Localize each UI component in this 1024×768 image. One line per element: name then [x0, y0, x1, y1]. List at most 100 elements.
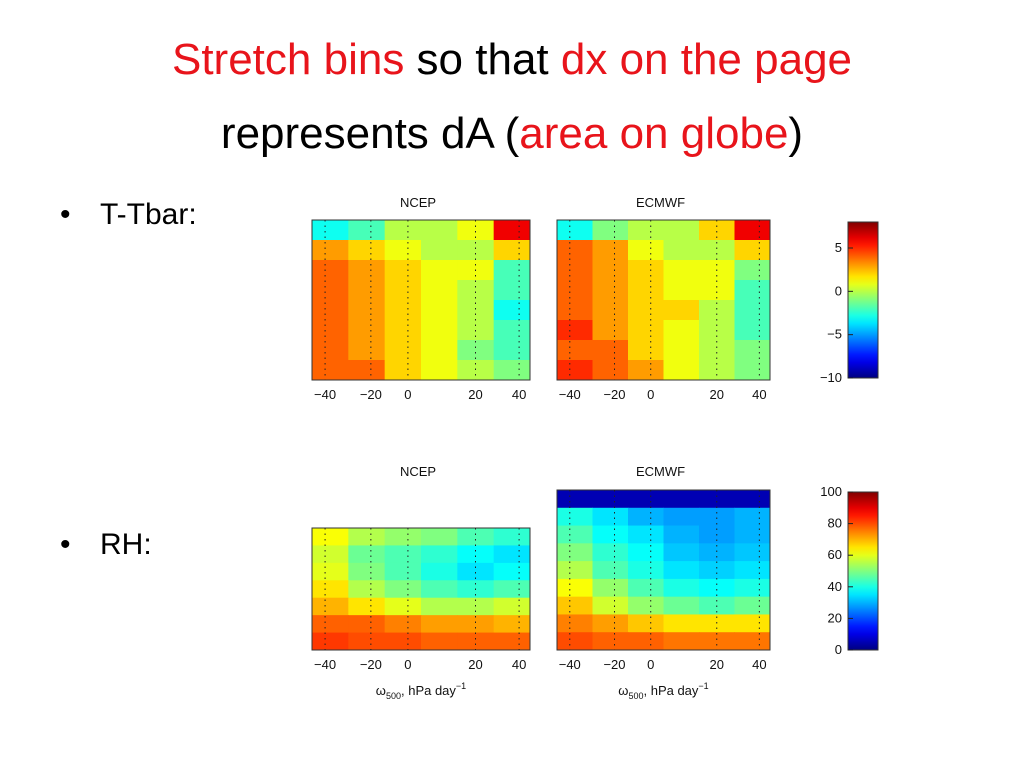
heatmap-cell [557, 578, 593, 598]
heatmap-cell [734, 596, 771, 615]
colorbar-tick-label: 0 [835, 642, 842, 657]
heatmap-cell [557, 614, 593, 633]
heatmap-cell [312, 220, 349, 241]
heatmap-cell [663, 596, 700, 615]
heatmap-cell [384, 360, 422, 381]
heatmap-cell [348, 360, 386, 381]
heatmap-cell [421, 545, 458, 564]
heatmap-cell [628, 578, 664, 598]
heatmap-cell [592, 280, 629, 301]
heatmap-cell [663, 280, 700, 301]
heatmap-cell [734, 561, 771, 580]
heatmap-cell [384, 220, 422, 241]
heatmap-cell [384, 280, 422, 301]
heatmap-cell [457, 632, 495, 651]
heatmap-cell [493, 240, 531, 261]
heatmap-cell [312, 300, 349, 321]
label-part: , hPa day [643, 683, 698, 698]
heatmap-cell [457, 220, 495, 241]
heatmap-cell [663, 490, 700, 509]
heatmap-cell [312, 260, 349, 281]
bullet-dot: • [60, 198, 71, 231]
x-tick-label: 0 [647, 657, 654, 672]
heatmap-cell [592, 360, 629, 381]
heatmap-cell [557, 320, 593, 341]
heatmap-cell [557, 490, 593, 509]
heatmap-cell [628, 240, 664, 261]
panel-frame [556, 219, 771, 381]
heatmap-cell [493, 360, 531, 381]
heatmap-cell [348, 545, 386, 564]
x-tick-label: −40 [559, 657, 581, 672]
heatmap-cell [699, 300, 735, 321]
heatmap-cell [592, 240, 629, 261]
heatmap-cell [493, 562, 531, 581]
heatmap-cell [312, 615, 349, 634]
heatmap-cell [592, 561, 629, 580]
heatmap-cell [663, 614, 700, 633]
heatmap-cell [628, 614, 664, 633]
panel-frame [311, 219, 531, 381]
heatmap-cell [734, 525, 771, 544]
heatmap-cell [628, 300, 664, 321]
heatmap-cell [592, 543, 629, 562]
heatmap-cell [421, 340, 458, 361]
x-tick-label: −20 [603, 657, 625, 672]
heatmap-cell [557, 525, 593, 544]
heatmap-cell [592, 490, 629, 509]
colorbar-tick-label: 0 [835, 283, 842, 298]
heatmap-cell [348, 320, 386, 341]
label-part: , hPa day [401, 683, 456, 698]
heatmap-cell [699, 507, 735, 527]
heatmap-cell [348, 580, 386, 599]
heatmap-cell [421, 580, 458, 599]
x-tick-label: 20 [468, 387, 482, 402]
heatmap-cell [592, 260, 629, 281]
x-axis-label: ω500, hPa day−1 [376, 681, 466, 701]
heatmap-cell [384, 240, 422, 261]
heatmap-cell [457, 240, 495, 261]
heatmap-cell [628, 340, 664, 361]
x-tick-label: 0 [647, 387, 654, 402]
title-part: dx on the page [561, 35, 852, 84]
heatmap-cell [348, 597, 386, 616]
heatmap-cell [384, 320, 422, 341]
heatmap-cell [734, 578, 771, 598]
heatmap-cell [663, 360, 700, 381]
heatmap-cell [312, 280, 349, 301]
heatmap-cell [312, 632, 349, 651]
heatmap-cell [699, 632, 735, 651]
x-tick-label: 20 [468, 657, 482, 672]
colorbar-tick-label: 100 [820, 484, 842, 499]
heatmap-cell [663, 340, 700, 361]
heatmap-cell [421, 562, 458, 581]
heatmap-cell [384, 528, 422, 546]
heatmap-cell [557, 280, 593, 301]
x-tick-label: 40 [752, 657, 766, 672]
heatmap-cell [592, 614, 629, 633]
x-tick-label: 20 [710, 387, 724, 402]
heatmap-cell [493, 528, 531, 546]
heatmap-cell [493, 615, 531, 634]
heatmap-cell [592, 525, 629, 544]
heatmap-cell [384, 545, 422, 564]
bullet-text: RH: [100, 528, 152, 561]
colorbar-tick-label: 5 [835, 240, 842, 255]
bullet-text: T-Tbar: [100, 198, 197, 231]
heatmap-cell [384, 562, 422, 581]
heatmap-cell [421, 528, 458, 546]
heatmap-cell [493, 580, 531, 599]
heatmap-cell [734, 300, 771, 321]
heatmap-cell [493, 280, 531, 301]
heatmap-cell [557, 260, 593, 281]
heatmap-cell [557, 507, 593, 527]
heatmap-cell [348, 632, 386, 651]
bullet-dot: • [60, 528, 71, 561]
heatmap-cell [734, 320, 771, 341]
label-sup: −1 [698, 681, 708, 691]
heatmap-cell [663, 561, 700, 580]
heatmap-cell [312, 528, 349, 546]
panel-title: ECMWF [636, 195, 685, 210]
heatmap-cell [663, 578, 700, 598]
